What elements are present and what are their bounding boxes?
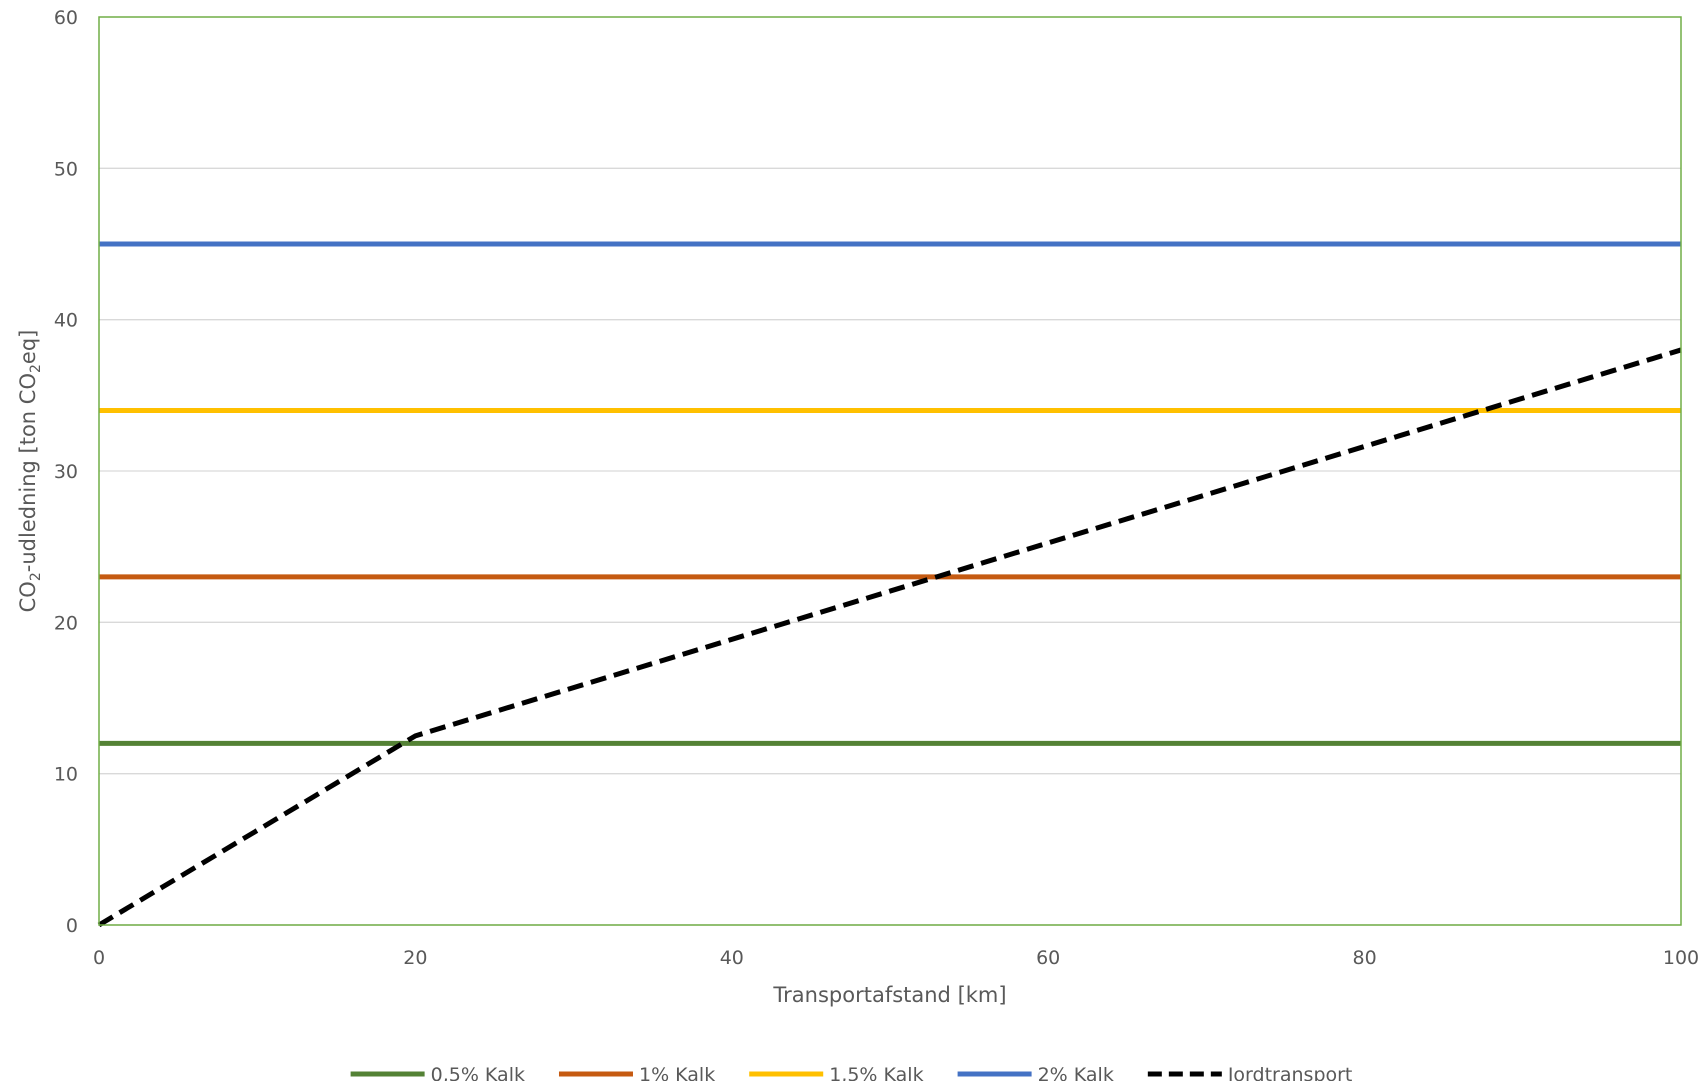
grid-lines [99,167,1681,926]
legend-label-2-kalk: 2% Kalk [1038,1064,1114,1081]
legend-item-1-5-kalk: 1,5% Kalk [749,1064,924,1081]
y-axis-title-part: eq] [16,330,40,364]
x-tick-label-60: 60 [1036,947,1060,969]
y-tick-label-40: 40 [54,310,78,332]
x-axis-title: Transportafstand [km] [772,983,1006,1007]
y-axis-title-subscript: 2 [28,364,44,373]
x-tick-label-20: 20 [403,947,427,969]
x-tick-label-40: 40 [720,947,744,969]
x-tick-label-100: 100 [1663,947,1699,969]
legend: 0,5% Kalk 1% Kalk 1,5% Kalk 2% Kalk Jordtran… [350,1064,1353,1081]
x-tick-label-80: 80 [1353,947,1377,969]
y-axis-title-part: CO [16,581,40,612]
y-tick-label-10: 10 [54,764,78,786]
y-axis-title-subscript: 2 [28,572,44,581]
legend-item-2-kalk: 2% Kalk [957,1064,1114,1081]
legend-label-jordtransport: Jordtransport [1227,1064,1353,1081]
plot-area-border [98,16,1682,926]
legend-label-1-5-kalk: 1,5% Kalk [829,1064,923,1081]
legend-item-1-kalk: 1% Kalk [558,1064,715,1081]
series-line-jordtransport [97,347,1682,928]
legend-label-1-kalk: 1% Kalk [639,1064,715,1081]
x-axis-ticks: 0 20 40 60 80 100 [93,947,1699,969]
legend-item-0-5-kalk: 0,5% Kalk [350,1064,525,1081]
y-tick-label-30: 30 [54,461,78,483]
y-axis-ticks: 0 10 20 30 40 50 60 [54,7,78,937]
y-axis-title: CO2-udledning [ton CO2eq] [16,330,44,613]
legend-label-0-5-kalk: 0,5% Kalk [431,1064,525,1081]
y-tick-label-0: 0 [66,915,78,937]
y-axis-title-part: -udledning [ton CO [16,373,40,572]
x-tick-label-0: 0 [93,947,105,969]
y-tick-label-50: 50 [54,158,78,180]
legend-item-jordtransport: Jordtransport [1147,1064,1353,1081]
series-lines [97,241,1682,928]
y-tick-label-20: 20 [54,612,78,634]
y-tick-label-60: 60 [54,7,78,29]
